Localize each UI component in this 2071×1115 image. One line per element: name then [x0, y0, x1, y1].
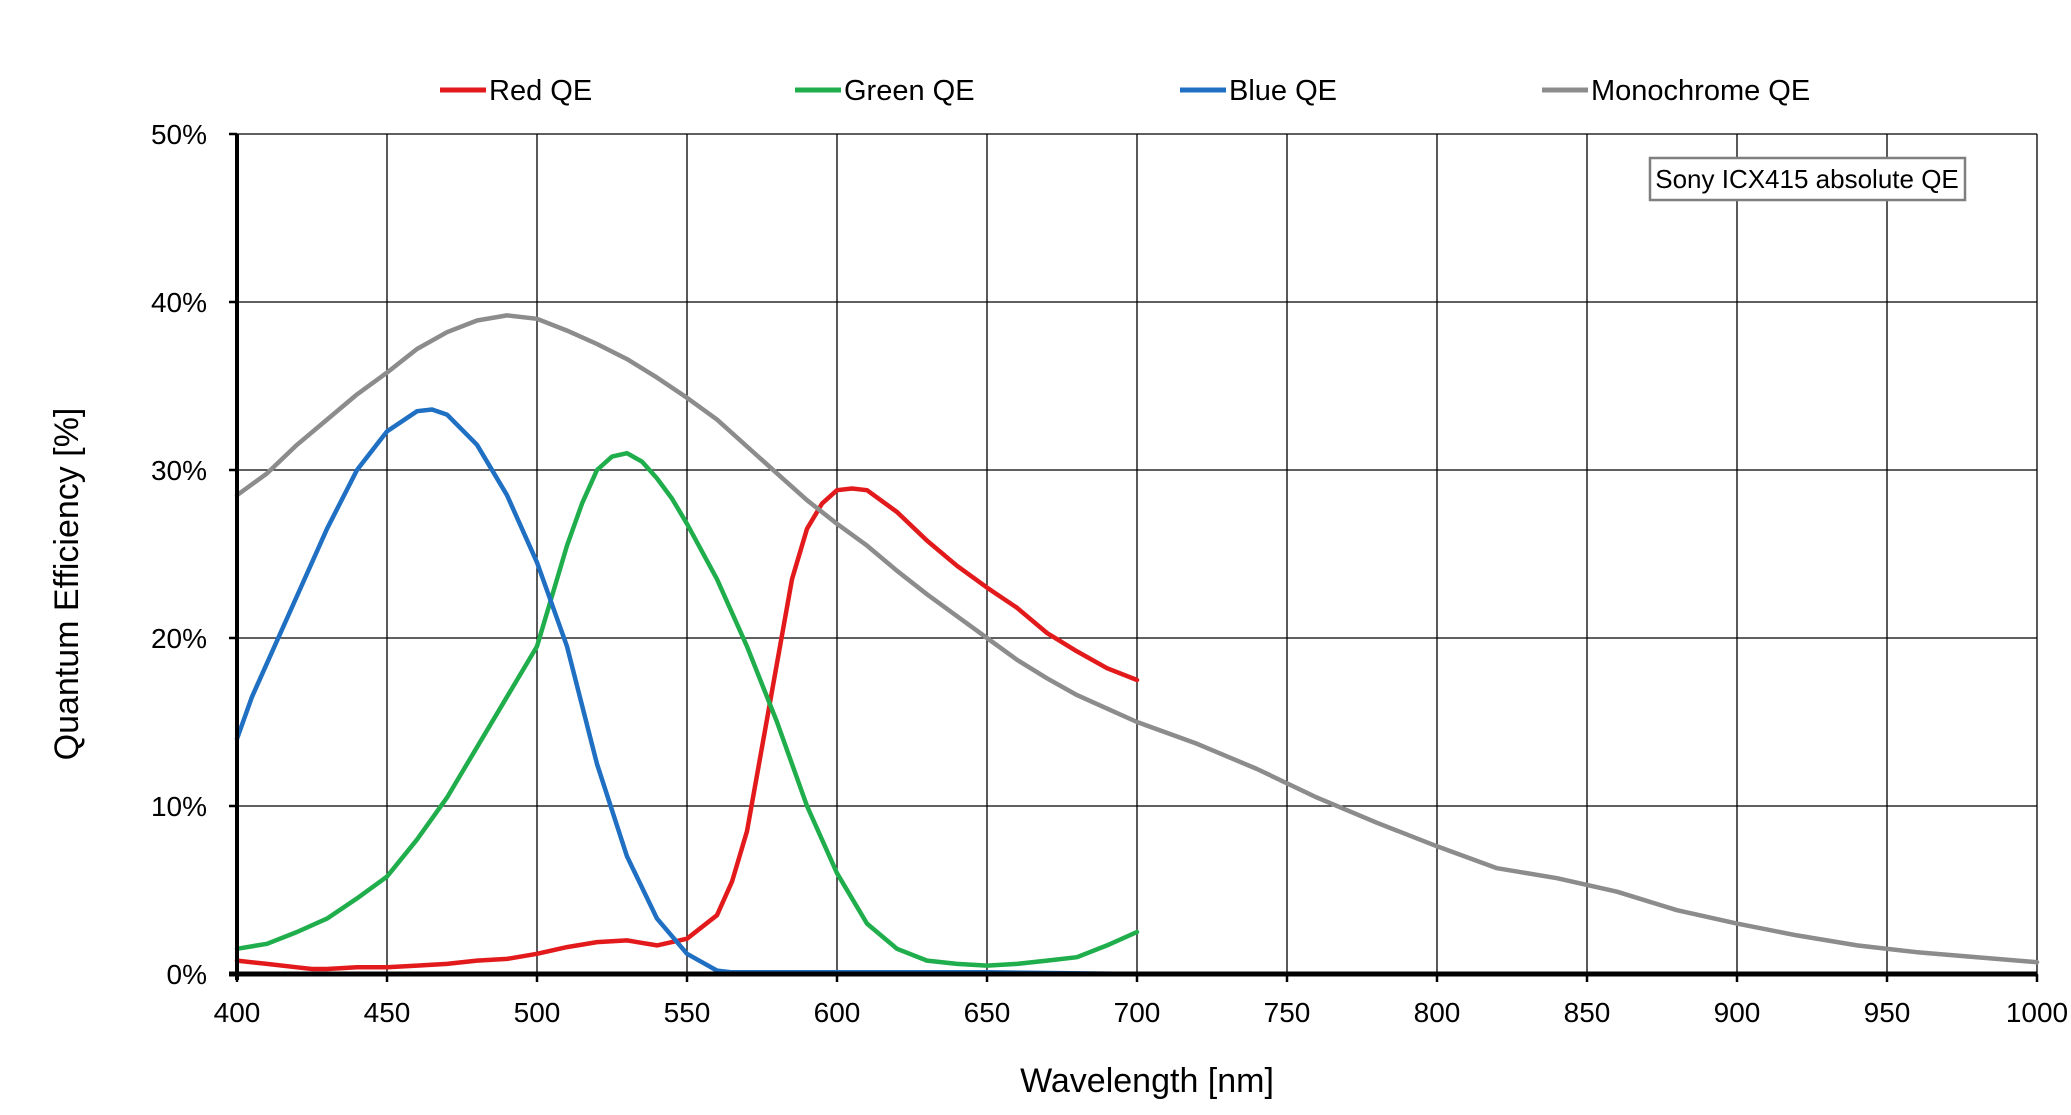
- x-tick-label: 750: [1264, 997, 1311, 1028]
- y-axis-title: Quantum Efficiency [%]: [48, 408, 86, 761]
- series-line-green-qe: [234, 450, 1140, 968]
- series-group: [234, 313, 2040, 977]
- y-tick-label: 0%: [167, 959, 207, 990]
- x-tick-label: 400: [214, 997, 261, 1028]
- x-tick-label: 650: [964, 997, 1011, 1028]
- grid: [237, 133, 2038, 974]
- legend-item-red-qe: Red QE: [440, 75, 592, 107]
- legend-item-green-qe: Green QE: [795, 75, 975, 107]
- x-tick-label: 700: [1114, 997, 1161, 1028]
- legend-label: Green QE: [844, 75, 975, 107]
- legend-item-blue-qe: Blue QE: [1180, 75, 1337, 107]
- x-tick-label: 850: [1564, 997, 1611, 1028]
- x-tick-label: 500: [514, 997, 561, 1028]
- annotation-frame: [1648, 156, 1967, 202]
- legend-label: Red QE: [489, 75, 592, 107]
- annotation-text: Sony ICX415 absolute QE: [1655, 164, 1959, 194]
- x-tick-label: 950: [1864, 997, 1911, 1028]
- x-tick-label: 800: [1414, 997, 1461, 1028]
- axes: [229, 132, 2039, 982]
- x-axis-title: Wavelength [nm]: [1020, 1062, 1274, 1100]
- x-tick-label: 450: [364, 997, 411, 1028]
- y-tick-label: 20%: [151, 623, 207, 654]
- tick-labels: 400 450 500 550 600 650 700 750 800 850 900 950 1000…: [151, 119, 2068, 1028]
- annotation-box: Sony ICX415 absolute QE: [1648, 156, 1967, 202]
- x-tick-label: 550: [664, 997, 711, 1028]
- x-tick-label: 1000: [2006, 997, 2068, 1028]
- legend-item-monochrome-qe: Monochrome QE: [1542, 75, 1810, 107]
- legend-label: Blue QE: [1229, 75, 1337, 107]
- series-line-red-qe: [234, 486, 1140, 972]
- y-tick-label: 10%: [151, 791, 207, 822]
- series-line-blue-qe: [234, 407, 1140, 977]
- y-tick-label: 50%: [151, 119, 207, 150]
- legend: Red QE Green QE Blue QE Monochrome QE: [440, 75, 1810, 107]
- y-tick-label: 30%: [151, 455, 207, 486]
- y-tick-label: 40%: [151, 287, 207, 318]
- series-line-monochrome-qe: [234, 313, 2040, 965]
- x-tick-label: 600: [814, 997, 861, 1028]
- x-tick-label: 900: [1714, 997, 1761, 1028]
- legend-label: Monochrome QE: [1591, 75, 1810, 107]
